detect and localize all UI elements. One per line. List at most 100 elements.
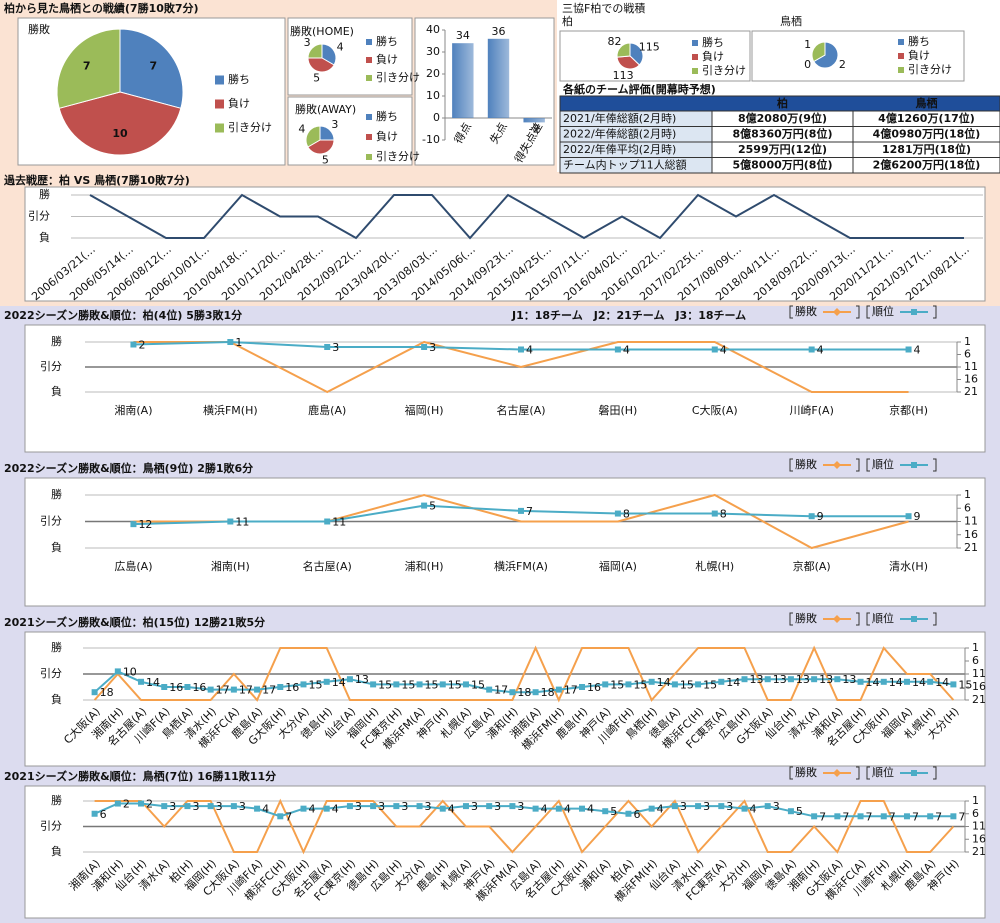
legend-marker [833, 461, 841, 469]
pie-label: 1 [804, 38, 811, 51]
legend-label: 引き分け [228, 120, 272, 134]
pie-title: 勝敗(AWAY) [295, 102, 356, 116]
data-label: 16 [285, 681, 299, 694]
marker [671, 803, 678, 810]
marker [811, 813, 818, 820]
legend-label: 順位 [872, 457, 894, 471]
marker [462, 681, 469, 688]
data-label: 16 [587, 681, 601, 694]
legend-bracket [866, 458, 870, 472]
y-tick-label: 10 [426, 89, 440, 102]
pie-slice [305, 125, 321, 148]
data-label: 4 [332, 803, 339, 816]
marker [625, 681, 632, 688]
data-label: 7 [842, 810, 849, 823]
data-label: 14 [726, 676, 740, 689]
data-label: 14 [912, 676, 926, 689]
legend-marker [833, 769, 841, 777]
legend-bracket [933, 766, 937, 780]
marker [254, 686, 261, 693]
table-cell-text: 2022/年俸平均(2月時) [563, 142, 676, 156]
pie-label: 7 [83, 59, 91, 72]
marker [393, 803, 400, 810]
table-title-bg [560, 83, 1000, 96]
y2-tick-label: 16 [964, 528, 978, 541]
y-tick-label: 負 [51, 385, 62, 398]
marker [370, 681, 377, 688]
data-label: 4 [750, 803, 757, 816]
y2-tick-label: 6 [972, 654, 979, 667]
pie-title: 勝敗(HOME) [290, 24, 354, 38]
marker [346, 676, 353, 683]
marker [857, 813, 864, 820]
x-tick-label: 札幌(H) [695, 559, 734, 573]
marker [764, 803, 771, 810]
data-label: 13 [355, 673, 369, 686]
x-tick-label: 横浜FM(A) [494, 559, 548, 573]
marker [421, 502, 428, 509]
data-label: 7 [285, 810, 292, 823]
series-line [133, 340, 909, 394]
y2-tick-label: 21 [964, 385, 978, 398]
marker [439, 681, 446, 688]
legend-label: 勝敗 [795, 611, 817, 625]
marker [184, 803, 191, 810]
data-label: 17 [239, 684, 253, 697]
pie-slice [58, 91, 182, 156]
data-label: 7 [866, 810, 873, 823]
marker [711, 346, 718, 353]
stadium-title: 三協F柏での戦積 [562, 1, 645, 15]
data-label: 13 [842, 673, 856, 686]
y-tick-label: 勝 [51, 334, 62, 348]
legend-swatch [215, 99, 224, 109]
marker [324, 518, 331, 525]
table-cell-text: 2億6200万円(18位) [873, 158, 981, 172]
data-label: 15 [471, 678, 485, 691]
chart-title: 2021シーズン勝敗&順位：柏(15位) 12勝21敗5分 [4, 615, 265, 629]
marker [300, 681, 307, 688]
table-cell-text: 1281万円(18位) [882, 142, 971, 156]
legend-label: 負け [376, 130, 398, 143]
legend-marker [911, 770, 917, 776]
legend-bracket [789, 458, 793, 472]
data-label: 16 [192, 681, 206, 694]
marker [764, 676, 771, 683]
data-label: 3 [169, 800, 176, 813]
legend-swatch [692, 54, 698, 60]
x-tick-label: 福岡(A) [599, 559, 637, 573]
data-label: 7 [958, 810, 965, 823]
series-line [94, 802, 954, 818]
data-label: 2 [146, 798, 153, 811]
marker [486, 686, 493, 693]
data-label: 14 [889, 676, 903, 689]
legend-label: 負け [908, 49, 930, 62]
bar-value: 36 [492, 25, 506, 38]
y2-tick-label: 1 [964, 488, 971, 501]
y-tick-label: 引分 [28, 209, 50, 223]
legend-marker [911, 462, 917, 468]
legend-bracket [933, 305, 937, 319]
data-label: 15 [378, 678, 392, 691]
x-tick-label: 鹿島(A) [308, 403, 346, 417]
bar [523, 118, 545, 123]
data-label: 17 [564, 684, 578, 697]
marker [416, 803, 423, 810]
data-label: 4 [914, 344, 921, 357]
pie-slice [307, 43, 323, 59]
chart-box [24, 477, 986, 607]
bar-box [414, 17, 555, 166]
data-label: 11 [332, 516, 346, 529]
marker [277, 813, 284, 820]
data-label: 6 [100, 808, 107, 821]
pie-label: 5 [322, 153, 329, 166]
chart-title: 過去戦歴：柏 VS 鳥栖(7勝10敗7分) [3, 173, 190, 187]
marker [370, 803, 377, 810]
marker [927, 678, 934, 685]
y2-tick-label: 1 [972, 794, 979, 807]
marker [509, 689, 516, 696]
data-label: 4 [817, 344, 824, 357]
legend-bracket [866, 612, 870, 626]
marker [91, 689, 98, 696]
marker [905, 513, 912, 520]
data-label: 15 [633, 678, 647, 691]
